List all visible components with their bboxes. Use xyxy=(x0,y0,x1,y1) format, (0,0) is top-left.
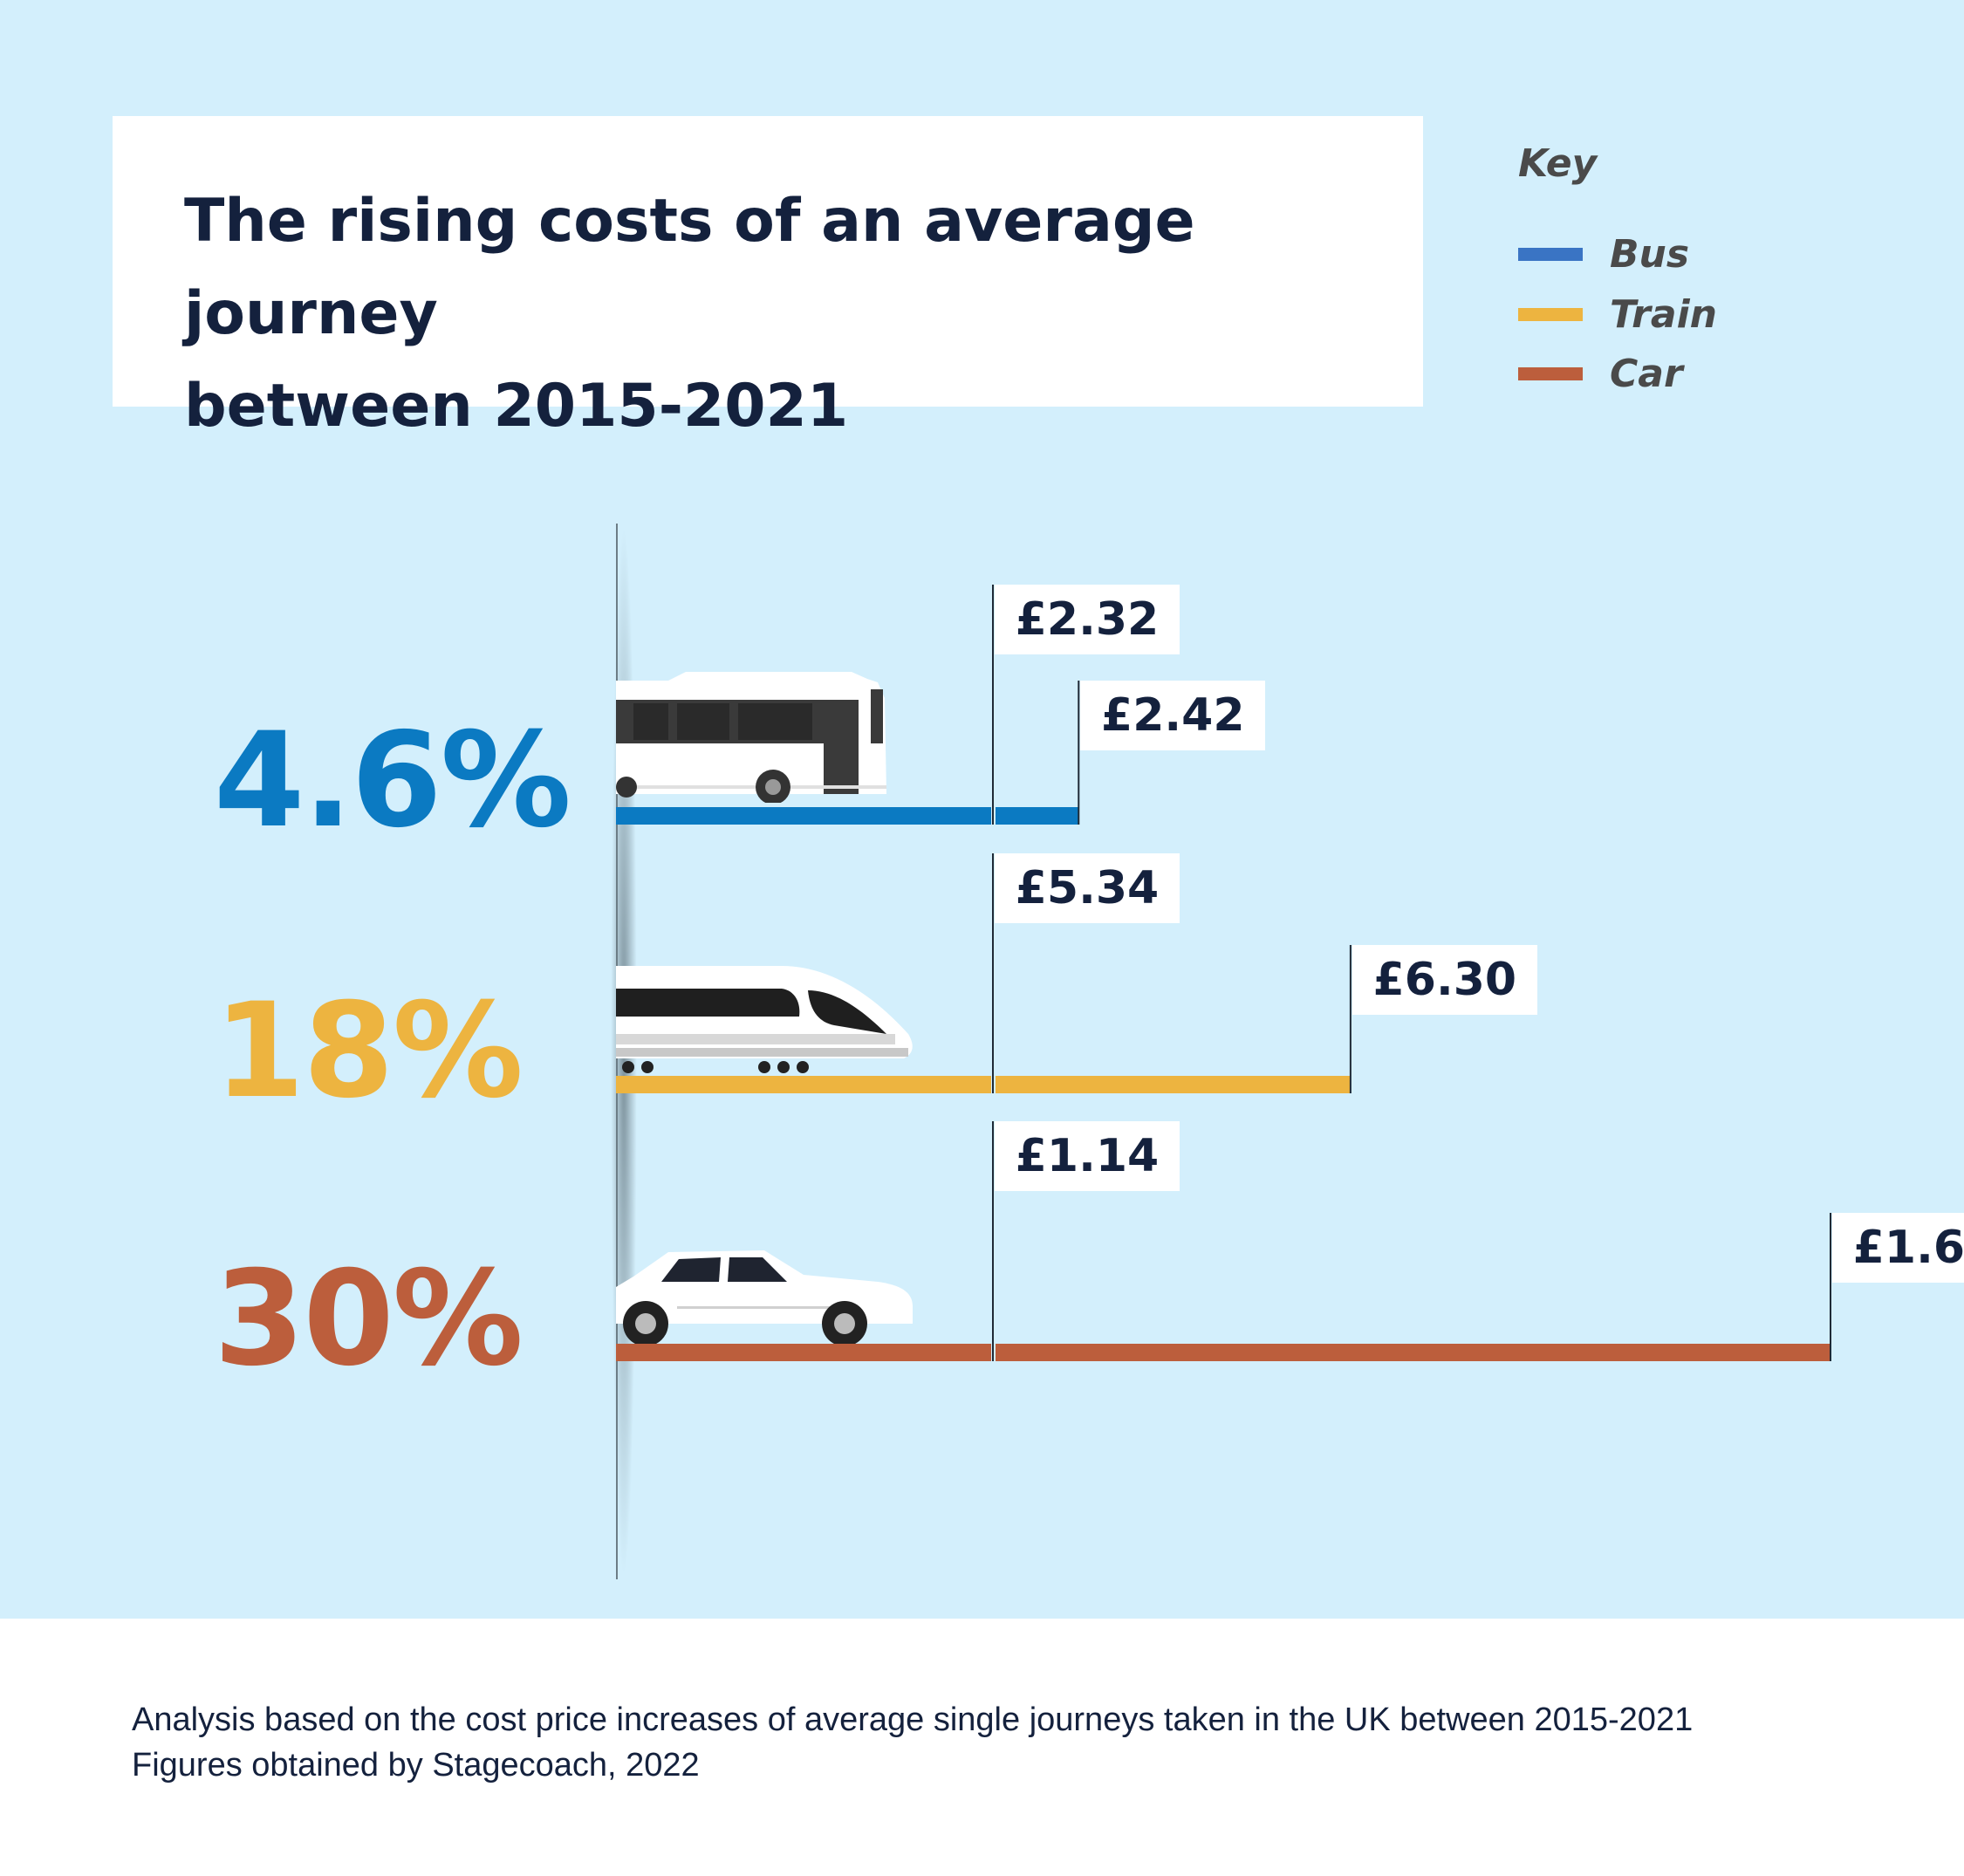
footer-source: Figures obtained by Stagecoach, 2022 xyxy=(132,1747,700,1784)
legend-title: Key xyxy=(1518,141,1598,186)
legend-label-car: Car xyxy=(1610,352,1683,396)
train-bar-2021 xyxy=(996,1076,1351,1093)
legend-swatch-car xyxy=(1518,367,1583,380)
footer-note: Analysis based on the cost price increas… xyxy=(132,1697,1929,1788)
train-value-label-2015: £5.34 xyxy=(995,853,1180,923)
train-value-label-2021: £6.30 xyxy=(1352,945,1537,1015)
chart-title: The rising costs of an average journey b… xyxy=(184,187,1195,441)
footer-analysis: Analysis based on the cost price increas… xyxy=(132,1701,1694,1738)
car-bar-2015 xyxy=(616,1344,991,1361)
bus-bar-2015 xyxy=(616,807,991,825)
legend-item-train: Train xyxy=(1518,289,1885,341)
car-value-label-2021: £1.62 xyxy=(1832,1213,1964,1283)
legend-item-bus: Bus xyxy=(1518,229,1885,281)
train-percent-increase: 18% xyxy=(214,976,524,1127)
legend-swatch-bus xyxy=(1518,248,1583,261)
bar-chart xyxy=(616,585,1831,1361)
legend-swatch-train xyxy=(1518,308,1583,321)
legend-item-car: Car xyxy=(1518,348,1885,401)
train-bar-2015 xyxy=(616,1076,991,1093)
car-icon xyxy=(616,1250,913,1346)
bus-value-label-2015: £2.32 xyxy=(995,585,1180,654)
car-percent-increase: 30% xyxy=(214,1243,524,1395)
car-value-label-2015: £1.14 xyxy=(995,1121,1180,1191)
bus-percent-increase: 4.6% xyxy=(214,705,571,857)
bus-bar-2021 xyxy=(996,807,1079,825)
bus-value-label-2021: £2.42 xyxy=(1080,681,1266,750)
title-box: The rising costs of an average journey b… xyxy=(113,116,1423,441)
bus-icon xyxy=(616,672,886,803)
car-bar-2021 xyxy=(996,1344,1831,1361)
train-icon xyxy=(616,966,913,1073)
legend-label-train: Train xyxy=(1610,292,1717,337)
legend-label-bus: Bus xyxy=(1610,232,1690,277)
